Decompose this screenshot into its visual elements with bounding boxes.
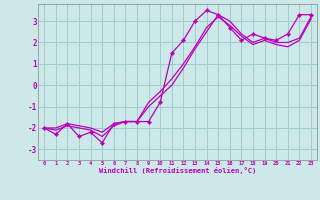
X-axis label: Windchill (Refroidissement éolien,°C): Windchill (Refroidissement éolien,°C)	[99, 167, 256, 174]
